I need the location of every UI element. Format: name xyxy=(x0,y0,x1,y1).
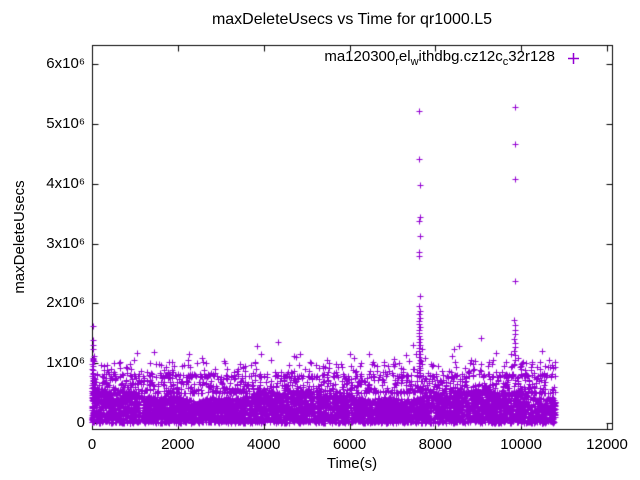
y-tick-label: 0 xyxy=(76,414,85,431)
plus-marker-icon xyxy=(568,52,579,64)
chart-title: maxDeleteUsecs vs Time for qr1000.L5 xyxy=(211,11,493,28)
x-tick-label: 6000 xyxy=(332,436,367,453)
x-tick-label: 12000 xyxy=(586,436,628,453)
x-tick-label: 0 xyxy=(87,436,97,453)
y-tick-label: 3x10⁶ xyxy=(46,234,85,252)
y-tick-label: 6x10⁶ xyxy=(46,55,85,72)
y-tick-label: 4x10⁶ xyxy=(46,174,85,192)
x-tick-label: 2000 xyxy=(161,436,195,453)
x-tick-label: 8000 xyxy=(418,436,453,453)
y-tick-label: 5x10⁶ xyxy=(46,114,85,132)
y-tick-label: 1x10⁶ xyxy=(46,354,85,372)
x-tick-label: 4000 xyxy=(246,436,281,453)
y-tick-label: 2x10⁶ xyxy=(46,294,85,312)
legend: ma120300relwithdbg.cz12cc32r128 xyxy=(324,48,580,68)
x-tick-label: 10000 xyxy=(500,436,543,453)
x-axis-title: Time(s) xyxy=(326,455,378,472)
legend-series-label: ma120300relwithdbg.cz12cc32r128 xyxy=(324,48,555,68)
